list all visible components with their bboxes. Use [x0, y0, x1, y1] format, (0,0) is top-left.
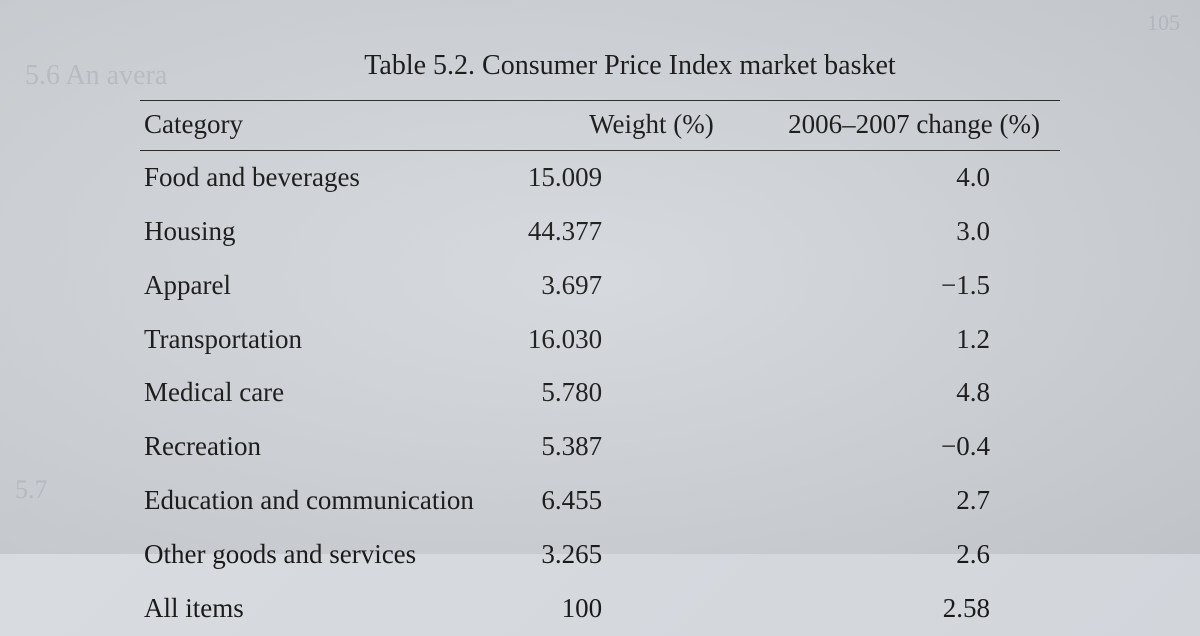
cell-change: 4.0 [762, 151, 1060, 205]
cell-weight: 44.377 [505, 205, 762, 259]
column-header-weight: Weight (%) [505, 101, 762, 151]
cell-change: 1.2 [762, 313, 1060, 367]
cell-change: 3.0 [762, 205, 1060, 259]
cell-category: Education and communication [140, 474, 505, 528]
cpi-market-basket-table: Category Weight (%) 2006–2007 change (%)… [140, 100, 1060, 636]
cell-weight: 6.455 [505, 474, 762, 528]
table-row: All items 100 2.58 [140, 582, 1060, 636]
cell-change: 2.6 [762, 528, 1060, 582]
table-row: Recreation 5.387 −0.4 [140, 420, 1060, 474]
table-body: Food and beverages 15.009 4.0 Housing 44… [140, 151, 1060, 636]
cell-category: Recreation [140, 420, 505, 474]
cell-category: All items [140, 582, 505, 636]
cell-category: Transportation [140, 313, 505, 367]
table-row: Education and communication 6.455 2.7 [140, 474, 1060, 528]
cell-weight: 15.009 [505, 151, 762, 205]
table-row: Food and beverages 15.009 4.0 [140, 151, 1060, 205]
cell-category: Food and beverages [140, 151, 505, 205]
column-header-category: Category [140, 101, 505, 151]
cell-change: 2.7 [762, 474, 1060, 528]
cpi-table-container: Table 5.2. Consumer Price Index market b… [0, 0, 1200, 636]
column-header-change: 2006–2007 change (%) [762, 101, 1060, 151]
cell-change: 2.58 [762, 582, 1060, 636]
cell-change: 4.8 [762, 366, 1060, 420]
table-row: Housing 44.377 3.0 [140, 205, 1060, 259]
table-row: Apparel 3.697 −1.5 [140, 259, 1060, 313]
table-title: Table 5.2. Consumer Price Index market b… [140, 50, 1060, 82]
cell-category: Other goods and services [140, 528, 505, 582]
table-row: Medical care 5.780 4.8 [140, 366, 1060, 420]
cell-weight: 100 [505, 582, 762, 636]
cell-change: −1.5 [762, 259, 1060, 313]
table-header-row: Category Weight (%) 2006–2007 change (%) [140, 101, 1060, 151]
cell-weight: 3.697 [505, 259, 762, 313]
cell-weight: 5.780 [505, 366, 762, 420]
cell-category: Medical care [140, 366, 505, 420]
cell-category: Housing [140, 205, 505, 259]
cell-weight: 16.030 [505, 313, 762, 367]
cell-weight: 5.387 [505, 420, 762, 474]
table-row: Transportation 16.030 1.2 [140, 313, 1060, 367]
cell-weight: 3.265 [505, 528, 762, 582]
table-row: Other goods and services 3.265 2.6 [140, 528, 1060, 582]
cell-category: Apparel [140, 259, 505, 313]
cell-change: −0.4 [762, 420, 1060, 474]
